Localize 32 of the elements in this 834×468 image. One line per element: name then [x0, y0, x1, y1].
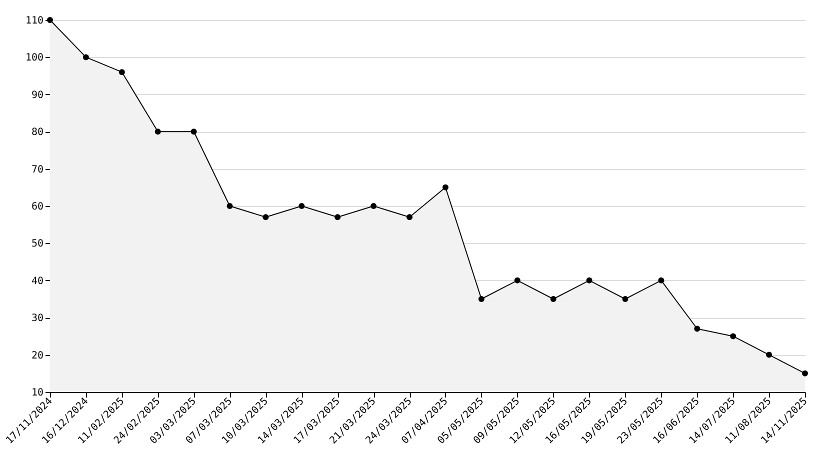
point [478, 296, 484, 302]
y-tick-label: 30 [31, 313, 44, 324]
point [730, 333, 736, 340]
y-tick-label: 50 [31, 238, 44, 250]
point [802, 370, 808, 376]
point [766, 352, 772, 358]
point [154, 128, 161, 135]
point [406, 214, 413, 220]
point [190, 128, 197, 135]
point [622, 296, 628, 302]
y-tick-label: 90 [31, 90, 44, 101]
point [442, 184, 448, 190]
point [550, 296, 556, 302]
y-tick-label: 40 [31, 276, 44, 287]
point [694, 326, 700, 332]
y-tick-label: 70 [31, 164, 44, 176]
y-tick-label: 60 [31, 202, 44, 212]
point [586, 277, 592, 284]
y-tick-label: 20 [31, 350, 44, 362]
y-tick-label: 10 [31, 388, 44, 398]
y-tick-label: 100 [25, 52, 44, 64]
point [298, 203, 305, 209]
point [514, 277, 520, 284]
point [370, 203, 377, 209]
point [658, 277, 664, 284]
point [334, 214, 341, 220]
y-tick-label: 110 [25, 16, 44, 26]
point [118, 69, 125, 76]
y-tick-label: 80 [31, 127, 44, 138]
point [262, 214, 269, 220]
point [82, 54, 89, 60]
point [226, 203, 233, 209]
